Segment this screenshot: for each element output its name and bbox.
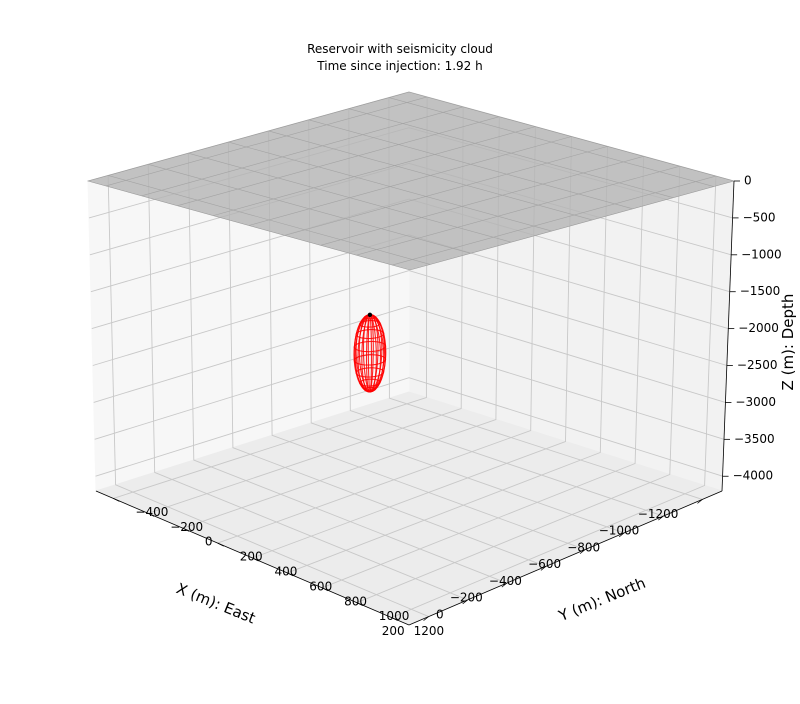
x-tick-mark: [658, 515, 664, 521]
x-tick-label: 200: [382, 624, 405, 638]
grid-line-z: [93, 305, 726, 403]
z-tick-label: −1000: [741, 247, 782, 261]
y-tick-mark: [217, 542, 224, 547]
grid-line-z: [92, 270, 728, 366]
surface-wire-y: [105, 96, 428, 187]
cloud-parallel: [353, 340, 387, 353]
z-tick-label: −500: [743, 210, 776, 224]
y-tick-mark: [113, 498, 120, 502]
x-axis-label: X (m): East: [174, 579, 258, 627]
y-tick-label: 600: [309, 579, 332, 593]
y-tick-mark: [391, 617, 398, 621]
y-tick-label: 400: [275, 565, 298, 579]
x-tick-label: −600: [528, 557, 561, 571]
x-tick-mark: [501, 582, 508, 588]
y-axis-label: Y (m): North: [555, 574, 648, 626]
y-tick-mark: [182, 527, 190, 532]
grid-line-x: [227, 142, 547, 567]
z-tick-label: 0: [744, 174, 752, 188]
cloud-parallel: [359, 378, 381, 387]
y-tick-mark: [321, 587, 329, 592]
y-tick-mark: [356, 602, 364, 607]
x-tick-label: −1200: [638, 507, 679, 521]
grid-line-y: [356, 166, 681, 604]
x-tick-mark: [540, 566, 547, 571]
z-tick-label: −2500: [737, 358, 778, 372]
grid-line-z: [95, 377, 723, 477]
grid-line-y: [252, 136, 572, 559]
cloud-parallel: [355, 329, 385, 340]
x-tick-label: −800: [567, 540, 600, 554]
surface-wire-y: [213, 126, 536, 216]
injection-point: [367, 312, 373, 318]
surface-wire-y: [392, 175, 717, 266]
chart-subtitle: Time since injection: 1.92 h: [316, 59, 482, 73]
seismicity-cloud: [353, 312, 387, 393]
cloud-parallel: [353, 354, 387, 366]
cloud-parallel: [359, 320, 381, 328]
x-tick-label: −1000: [599, 524, 640, 538]
surface-plane: [86, 91, 736, 271]
y-tick-label: 1200: [414, 624, 445, 638]
z-tick-label: −3500: [734, 432, 775, 446]
surface-wire-y: [177, 116, 500, 207]
grid-line-x: [107, 175, 429, 618]
y-tick-mark: [287, 572, 294, 577]
x-tick-mark: [697, 499, 703, 504]
z-tick-label: −1500: [740, 284, 781, 298]
surface-wire-y: [248, 136, 572, 226]
x-tick-label: −400: [489, 574, 522, 588]
y-tick-mark: [147, 512, 155, 517]
cloud-parallel: [355, 367, 385, 378]
x-tick-mark: [618, 532, 625, 538]
y-tick-label: 800: [344, 594, 367, 608]
grid-line-z: [94, 341, 725, 440]
z-tick-label: −2000: [738, 321, 779, 335]
x-tick-label: 0: [436, 607, 444, 621]
y-tick-label: 0: [205, 535, 213, 549]
y-tick-label: −200: [170, 520, 203, 534]
grid-line-y: [321, 156, 645, 589]
grid-line-y: [391, 176, 717, 619]
y-tick-mark: [252, 557, 259, 562]
cloud-parallel: [363, 386, 376, 392]
x-tick-mark: [423, 616, 429, 621]
chart-title: Reservoir with seismicity cloud: [307, 42, 493, 56]
surface-wire-y: [141, 106, 464, 197]
cloud-parallel: [363, 314, 376, 320]
y-tick-label: −400: [135, 505, 168, 519]
z-tick-label: −4000: [733, 469, 774, 483]
x-tick-mark: [462, 599, 468, 605]
x-axis-line: [408, 490, 723, 626]
x-tick-mark: [579, 549, 586, 554]
x-tick-label: −200: [450, 591, 483, 605]
grid-line-x: [268, 130, 586, 551]
surface-wire-y: [284, 146, 608, 236]
grid-line-y: [287, 146, 609, 574]
z-axis-ticks: 0 −500 −1000 −1500 −2000 −2500 −3000 −3500 −4000: [722, 174, 782, 483]
y-tick-label: 1000: [379, 609, 410, 623]
surface-wire-y: [356, 165, 680, 256]
grid-line-x: [187, 153, 507, 584]
z-tick-label: −3000: [735, 395, 776, 409]
x-axis-ticks: 200 0 −200 −400 −600 −800 −1000 −1200: [382, 499, 703, 638]
y-tick-label: 200: [240, 550, 263, 564]
grid-line-x: [147, 164, 468, 601]
z-axis-label: Z (m): Depth: [779, 294, 797, 391]
surface-wire-y: [320, 155, 644, 246]
